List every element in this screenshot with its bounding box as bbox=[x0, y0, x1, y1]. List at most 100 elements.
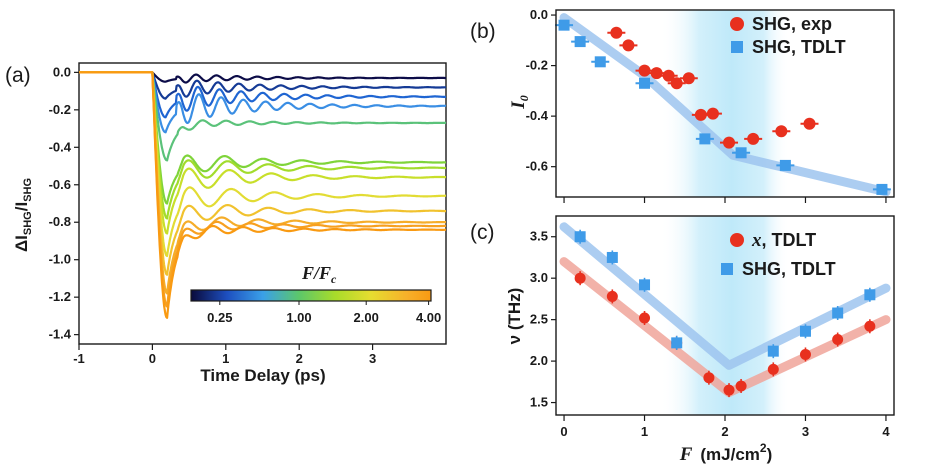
data-point bbox=[767, 363, 779, 375]
data-point bbox=[671, 337, 683, 349]
data-point bbox=[735, 147, 747, 159]
legend-b-exp: SHG, exp bbox=[752, 14, 832, 34]
panel-b-points bbox=[555, 19, 891, 195]
panel-c-xlabel-var: F bbox=[679, 444, 693, 465]
data-point bbox=[662, 69, 675, 82]
x-tick-label: 3 bbox=[369, 351, 376, 366]
panel-a-ylabel-sub2: SHG bbox=[22, 178, 34, 202]
data-point bbox=[706, 107, 719, 120]
panel-c: (c) 1.5 2.0 2.5 3.0 3.5 0 1 2 3 4 ν (THz) F (mJ/c… bbox=[470, 215, 895, 465]
data-point bbox=[639, 312, 651, 324]
panel-b-fit bbox=[559, 13, 891, 197]
panel-a-ylabel-sub1: SHG bbox=[22, 211, 34, 235]
panel-b-ylabel-main: I bbox=[508, 101, 529, 110]
colorbar-tick-label: 4.00 bbox=[416, 310, 441, 325]
y-tick-label: -0.8 bbox=[49, 214, 71, 229]
panel-b-legend: SHG, exp SHG, TDLT bbox=[730, 14, 846, 57]
panel-c-xlabel-unit: (mJ/cm bbox=[700, 445, 760, 464]
y-tick-label: -0.6 bbox=[49, 177, 71, 192]
y-tick-label: -1.2 bbox=[49, 289, 71, 304]
legend-b-tdlt: SHG, TDLT bbox=[752, 37, 846, 57]
data-point bbox=[767, 345, 779, 357]
data-point bbox=[606, 251, 618, 263]
legend-c-shg: SHG, TDLT bbox=[742, 259, 836, 279]
y-tick-label: 2.5 bbox=[530, 312, 548, 327]
fit-line bbox=[559, 13, 891, 197]
panel-c-legend: x, TDLT SHG, TDLT bbox=[721, 230, 836, 279]
x-tick-label: 1 bbox=[641, 424, 648, 439]
y-tick-label: 0.0 bbox=[530, 7, 548, 22]
panel-c-x-ticks: 0 1 2 3 4 bbox=[560, 415, 890, 439]
panel-a-x-ticks: -1 0 1 2 3 bbox=[73, 344, 376, 366]
data-point bbox=[747, 132, 760, 145]
panel-c-ylabel: ν (THz) bbox=[505, 288, 524, 345]
panel-b-ylabel: I0 bbox=[508, 95, 531, 109]
panel-c-xlabel-close: ) bbox=[767, 445, 773, 464]
panel-c-points bbox=[574, 229, 876, 398]
colorbar-tick-label: 2.00 bbox=[354, 310, 379, 325]
data-point bbox=[723, 384, 735, 396]
panel-a-label: (a) bbox=[5, 64, 31, 87]
colorbar-ticks: 0.25 1.00 2.00 4.00 bbox=[207, 301, 441, 325]
panel-b-x-ticks bbox=[563, 197, 887, 203]
data-point bbox=[703, 372, 715, 384]
x-tick-label: 3 bbox=[802, 424, 809, 439]
panel-c-shaded-region bbox=[660, 216, 790, 415]
x-tick-label: 0 bbox=[149, 351, 156, 366]
y-tick-label: -1.0 bbox=[49, 252, 71, 267]
panel-a: (a) 0.0 -0.2 -0.4 -0.6 -0.8 -1.0 -1.2 -1.4 -1 0 1… bbox=[5, 62, 447, 385]
panel-b-ylabel-sub: 0 bbox=[517, 95, 531, 101]
x-tick-label: 0 bbox=[560, 424, 567, 439]
y-tick-label: -1.4 bbox=[49, 327, 72, 342]
data-point bbox=[670, 77, 683, 90]
series-line bbox=[78, 71, 447, 319]
series-line bbox=[78, 71, 447, 84]
colorbar-tick-label: 0.25 bbox=[207, 310, 232, 325]
data-point bbox=[694, 108, 707, 121]
panel-c-label: (c) bbox=[470, 221, 495, 244]
data-point bbox=[832, 307, 844, 319]
x-tick-label: 2 bbox=[721, 424, 728, 439]
data-point bbox=[650, 67, 663, 80]
x-tick-label: 4 bbox=[882, 424, 890, 439]
data-point bbox=[779, 159, 791, 171]
data-point bbox=[876, 183, 888, 195]
data-point bbox=[622, 39, 635, 52]
legend-marker-exp bbox=[730, 17, 744, 31]
panel-a-xlabel: Time Delay (ps) bbox=[200, 366, 325, 385]
data-point bbox=[735, 380, 747, 392]
panel-a-frame bbox=[78, 62, 447, 345]
panel-b-label: (b) bbox=[470, 20, 496, 43]
panel-c-xlabel: F (mJ/cm2) bbox=[679, 441, 773, 465]
y-tick-label: 1.5 bbox=[530, 395, 548, 410]
data-point bbox=[682, 72, 695, 85]
data-point bbox=[639, 77, 651, 89]
y-tick-label: 3.0 bbox=[530, 270, 548, 285]
y-tick-label: -0.4 bbox=[49, 139, 72, 154]
data-point bbox=[606, 290, 618, 302]
colorbar-gradient bbox=[190, 289, 432, 302]
x-tick-label: 1 bbox=[222, 351, 229, 366]
panel-a-ylabel-main: ΔI bbox=[12, 235, 31, 252]
y-tick-label: 3.5 bbox=[530, 229, 548, 244]
legend-marker-shg bbox=[721, 263, 733, 275]
legend-marker-x bbox=[730, 233, 744, 247]
colorbar-label-sub: c bbox=[331, 272, 337, 286]
data-point bbox=[594, 56, 606, 68]
data-point bbox=[799, 325, 811, 337]
panel-b: (b) 0.0 -0.2 -0.4 -0.6 I0 SHG, exp SHG, TDL… bbox=[470, 7, 895, 203]
data-point bbox=[574, 272, 586, 284]
y-tick-label: -0.2 bbox=[526, 58, 548, 73]
data-point bbox=[775, 125, 788, 138]
panel-c-xlabel-sup: 2 bbox=[760, 441, 767, 455]
data-point bbox=[558, 19, 570, 31]
y-tick-label: 2.0 bbox=[530, 353, 548, 368]
legend-c-x-tail: , TDLT bbox=[762, 230, 817, 250]
data-point bbox=[574, 231, 586, 243]
data-point bbox=[864, 320, 876, 332]
data-point bbox=[639, 279, 651, 291]
data-point bbox=[803, 117, 816, 130]
data-point bbox=[799, 348, 811, 360]
x-tick-label: -1 bbox=[73, 351, 85, 366]
